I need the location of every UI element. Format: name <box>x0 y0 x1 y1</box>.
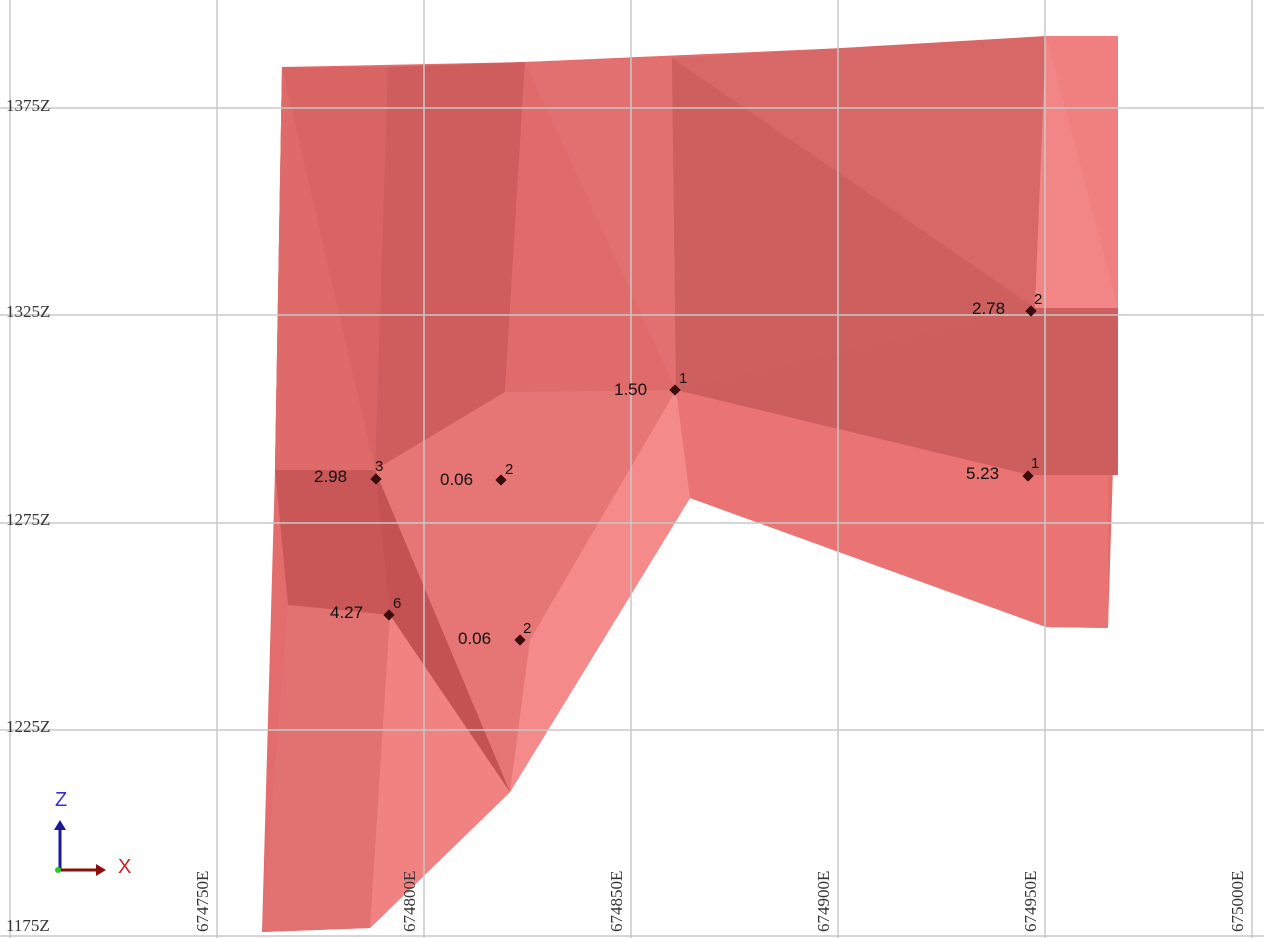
sample-marker <box>514 634 526 646</box>
sample-value-label: 0.06 <box>458 629 492 648</box>
easting-label: 674900E <box>814 870 833 932</box>
sample-count-label: 1 <box>679 370 688 387</box>
sample-marker <box>383 609 395 621</box>
sample-value-label: 2.78 <box>972 299 1006 318</box>
easting-label: 674800E <box>400 870 419 932</box>
sample-marker <box>669 384 681 396</box>
gizmo-x-label: X <box>118 856 132 878</box>
orientation-gizmo <box>54 820 106 876</box>
sample-value-label: 4.27 <box>330 603 364 622</box>
sample-count-label: 2 <box>505 461 514 478</box>
sample-marker <box>495 474 507 486</box>
easting-label: 675000E <box>1228 870 1247 932</box>
orebody-solid <box>262 36 1118 932</box>
z-axis-label: 1325Z <box>6 302 51 321</box>
sample-marker <box>1022 470 1034 482</box>
sample-value-label: 1.50 <box>614 380 648 399</box>
sample-markers <box>370 305 1037 646</box>
z-axis-label: 1375Z <box>6 96 51 115</box>
sample-value-label: 5.23 <box>966 464 1000 483</box>
easting-label: 674850E <box>607 870 626 932</box>
sample-count-label: 6 <box>393 595 402 612</box>
easting-label: 674950E <box>1021 870 1040 932</box>
z-axis-label: 1175Z <box>6 916 50 935</box>
z-axis-label: 1225Z <box>6 717 51 736</box>
sample-count-label: 3 <box>375 458 384 475</box>
sample-value-label: 2.98 <box>314 467 348 486</box>
sample-marker <box>370 473 382 485</box>
sample-count-label: 2 <box>523 620 532 637</box>
sample-count-label: 2 <box>1034 291 1043 308</box>
easting-label: 674750E <box>193 870 212 932</box>
sample-marker <box>1025 305 1037 317</box>
z-axis-label: 1275Z <box>6 510 51 529</box>
sample-value-label: 0.06 <box>440 470 474 489</box>
gizmo-z-label: Z <box>55 789 68 811</box>
sample-count-label: 1 <box>1031 455 1040 472</box>
